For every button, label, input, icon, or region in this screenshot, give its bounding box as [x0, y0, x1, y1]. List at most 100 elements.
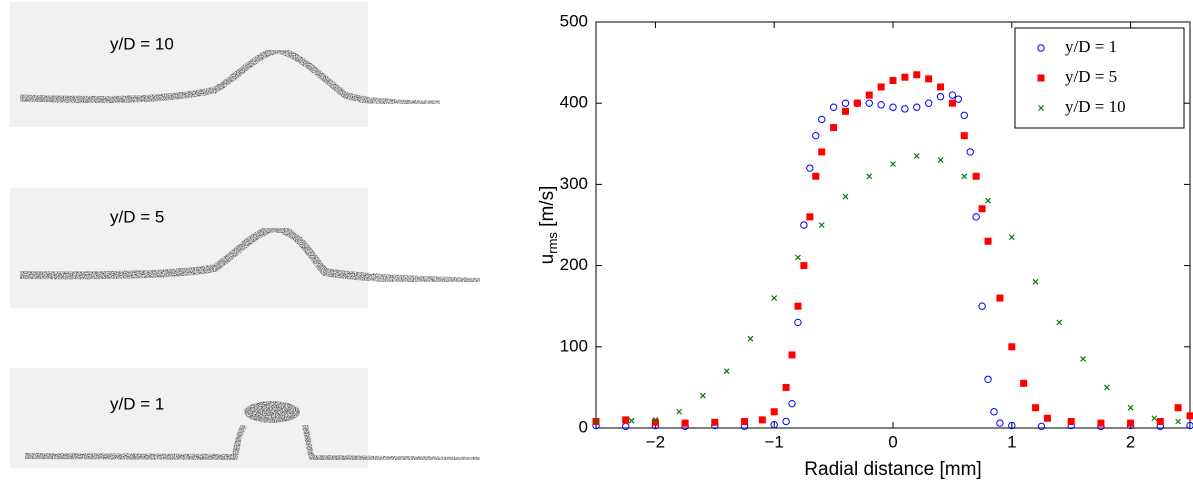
- image-panels: y/D = 10 y/D = 5 y/D = 1: [10, 2, 481, 468]
- point: [1043, 414, 1051, 422]
- point: [818, 148, 826, 156]
- point: [841, 99, 850, 107]
- point: [1067, 418, 1075, 426]
- point: [954, 95, 963, 103]
- point: [865, 99, 873, 107]
- point: [782, 383, 790, 391]
- point: [865, 91, 873, 99]
- point: [795, 254, 801, 261]
- point: [806, 164, 814, 172]
- point: [628, 417, 635, 424]
- point: [829, 103, 838, 111]
- x-tick-label: 2: [1126, 432, 1135, 451]
- jet-core: [244, 401, 300, 423]
- point: [1037, 422, 1046, 431]
- point: [770, 408, 778, 416]
- point: [681, 419, 689, 427]
- point: [996, 419, 1004, 427]
- point: [960, 132, 968, 140]
- jet-trace: [19, 46, 441, 108]
- point: [747, 335, 754, 342]
- point: [937, 83, 945, 91]
- point: [806, 213, 814, 221]
- point: [651, 418, 659, 426]
- point: [593, 418, 599, 425]
- point: [830, 124, 838, 132]
- x-tick-label: −2: [646, 432, 665, 451]
- x-tick-label: 0: [888, 432, 897, 451]
- y-axis-label-part: u: [537, 254, 558, 265]
- point: [1156, 418, 1164, 426]
- y-axis-label-part: [m/s]: [537, 186, 558, 232]
- point: [788, 351, 796, 359]
- image-panel: [10, 2, 368, 127]
- point: [972, 172, 980, 180]
- point: [877, 83, 885, 91]
- x-tick-label: −1: [765, 432, 784, 451]
- point: [794, 302, 802, 310]
- point: [1127, 404, 1134, 411]
- point: [1127, 419, 1135, 427]
- y-tick-label: 500: [560, 11, 588, 30]
- y-tick-label: 200: [560, 255, 588, 274]
- y-tick-label: 400: [560, 93, 588, 112]
- y-axis-label: urms [m/s]: [537, 186, 560, 265]
- y-tick-label: 0: [579, 417, 588, 436]
- point: [960, 111, 968, 120]
- point: [1032, 404, 1040, 412]
- point: [1008, 234, 1015, 241]
- point: [842, 193, 849, 200]
- point: [889, 103, 897, 111]
- point: [1020, 379, 1028, 387]
- point: [812, 131, 820, 140]
- point: [1103, 384, 1110, 391]
- point: [1080, 356, 1087, 362]
- point: [770, 421, 778, 429]
- y-tick-label: 100: [560, 336, 588, 355]
- point: [1174, 404, 1182, 412]
- point: [788, 399, 796, 408]
- point: [966, 148, 974, 156]
- legend-label: y/D = 1: [1065, 37, 1117, 56]
- x-tick-label: 1: [1007, 432, 1016, 451]
- point: [818, 222, 825, 228]
- point: [990, 408, 998, 416]
- legend-label: y/D = 5: [1065, 67, 1117, 86]
- point: [984, 375, 992, 383]
- point: [913, 153, 920, 159]
- panel-label: y/D = 5: [110, 207, 164, 226]
- point: [711, 418, 719, 426]
- point: [652, 416, 659, 423]
- panel-label: y/D = 1: [110, 394, 164, 413]
- point: [800, 262, 808, 270]
- x-axis-label: Radial distance [mm]: [804, 459, 981, 480]
- point: [961, 173, 968, 180]
- point: [948, 99, 956, 107]
- image-panel: [10, 368, 368, 468]
- point: [937, 157, 944, 163]
- point: [1151, 415, 1158, 422]
- point: [972, 213, 980, 221]
- point: [890, 161, 896, 168]
- point: [1008, 421, 1016, 430]
- point: [1008, 343, 1016, 351]
- point: [1032, 278, 1039, 285]
- y-tick-label: 300: [560, 174, 588, 193]
- point: [948, 91, 957, 99]
- point: [978, 302, 986, 310]
- jet-trace: [19, 223, 481, 286]
- point: [913, 71, 921, 79]
- point: [841, 107, 849, 115]
- point: [1056, 319, 1063, 326]
- legend-marker: [1038, 105, 1044, 111]
- point: [794, 318, 802, 327]
- point: [699, 392, 706, 399]
- point: [812, 172, 820, 180]
- point: [741, 418, 748, 426]
- legend-marker: [1037, 74, 1045, 82]
- point: [901, 73, 909, 81]
- point: [901, 105, 909, 113]
- point: [913, 103, 921, 111]
- chart: 0 100 200 300 400 500 −2 −1 0 1 2 Radial distance […: [537, 11, 1193, 480]
